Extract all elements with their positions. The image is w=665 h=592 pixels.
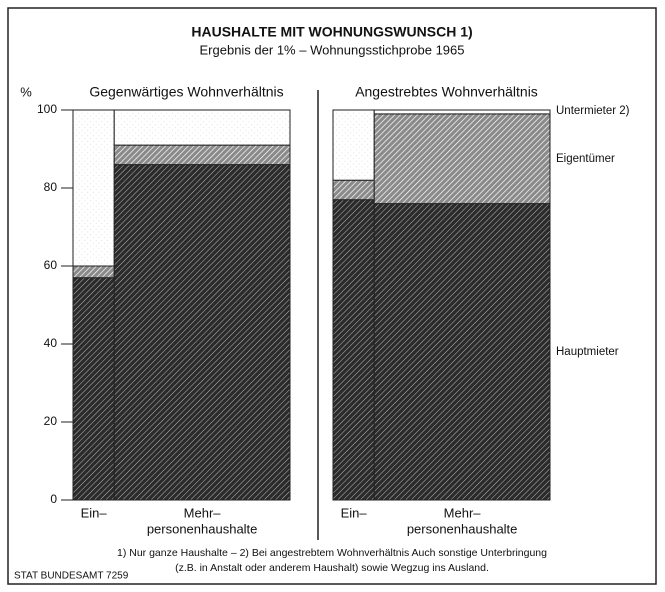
bar-segment (72, 265, 115, 279)
bar-segment (332, 109, 375, 181)
chart-title: HAUSHALTE MIT WOHNUNGSWUNSCH 1) (191, 24, 472, 40)
bar-segment (113, 164, 291, 501)
x-tick-label: Mehr– (444, 505, 482, 520)
y-tick-label: 40 (44, 336, 58, 350)
y-tick-label: 60 (44, 258, 58, 272)
panel-title: Gegenwärtiges Wohnverhältnis (89, 84, 283, 100)
bar-segment (332, 179, 375, 201)
source: STAT BUNDESAMT 7259 (14, 571, 129, 582)
bar-segment (72, 277, 115, 501)
bar-segment (113, 144, 291, 166)
bar-segment (373, 109, 551, 115)
x-tick-label: Ein– (81, 505, 108, 520)
panel-title: Angestrebtes Wohnverhältnis (355, 84, 538, 100)
bar-segment (373, 113, 551, 205)
x-tick-label: Mehr– (184, 505, 222, 520)
series-label: Untermieter 2) (556, 105, 630, 117)
x-tick-label: Ein– (341, 505, 368, 520)
series-label: Hauptmieter (556, 346, 619, 358)
y-tick-label: 80 (44, 180, 58, 194)
bar-segment (373, 203, 551, 501)
y-tick-label: 100 (37, 102, 57, 116)
y-tick-label: 20 (44, 414, 58, 428)
series-label: Eigentümer (556, 153, 615, 165)
bar-segment (332, 199, 375, 501)
frame (7, 7, 657, 585)
x-label: personenhaushalte (147, 521, 258, 536)
footnote: (z.B. in Anstalt oder anderem Haushalt) … (175, 562, 489, 574)
x-label: personenhaushalte (407, 521, 518, 536)
bar-segment (113, 109, 291, 146)
y-unit: % (20, 84, 32, 99)
footnote: 1) Nur ganze Haushalte – 2) Bei angestre… (117, 547, 547, 559)
chart-subtitle: Ergebnis der 1% – Wohnungsstichprobe 196… (200, 42, 465, 57)
bar-segment (72, 109, 115, 267)
y-tick-label: 0 (50, 492, 57, 506)
